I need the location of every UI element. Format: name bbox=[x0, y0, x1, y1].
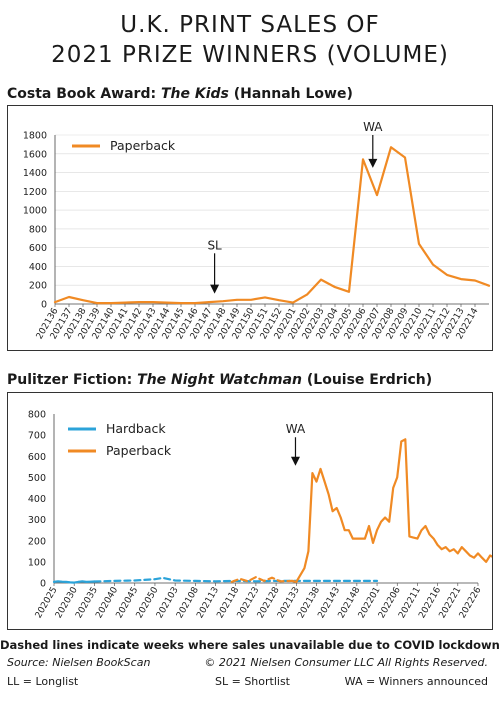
chart1-legend-label-paperback: Paperback bbox=[110, 138, 176, 153]
chart2-y-tick-label: 400 bbox=[28, 494, 46, 505]
chart1-y-tick-label: 1600 bbox=[23, 149, 47, 160]
chart1-y-tick-label: 200 bbox=[29, 281, 47, 292]
panel2-plot: 0100200300400500600700800202025202030202… bbox=[28, 410, 492, 620]
covid-note: Dashed lines indicate weeks where sales … bbox=[0, 638, 500, 652]
chart1-y-tick-label: 1400 bbox=[23, 168, 47, 179]
key-shortlist: SL = Shortlist bbox=[215, 675, 290, 688]
chart2-y-tick-label: 200 bbox=[28, 536, 46, 547]
chart2-y-tick-label: 100 bbox=[28, 557, 46, 568]
panel1-heading-prefix: Costa Book Award: bbox=[7, 86, 161, 102]
key-winners: WA = Winners announced bbox=[344, 675, 488, 688]
panel2-chart: 0 100 200 300 400 500 600 700 800 202025 202030 202… bbox=[7, 392, 493, 630]
panel1-plot: 0200400600800100012001400160018002021362… bbox=[23, 120, 491, 341]
chart2-y-tick-label: 300 bbox=[28, 515, 46, 526]
title-line-1: U.K. PRINT SALES OF bbox=[120, 12, 380, 38]
chart1-annotation-arrow-head bbox=[210, 284, 220, 294]
chart2-annotation-arrow-head bbox=[290, 456, 300, 466]
chart1-annotation-sl: SL bbox=[207, 238, 222, 252]
chart1-y-tick-label: 0 bbox=[41, 300, 47, 311]
chart2-y-tick-label: 500 bbox=[28, 473, 46, 484]
panel2-heading: Pulitzer Fiction: The Night Watchman (Lo… bbox=[7, 372, 432, 388]
chart2-series-line-paperback-covid-lockdown bbox=[230, 576, 294, 583]
panel1-book-title: The Kids bbox=[160, 86, 229, 102]
chart1-y-tick-label: 1800 bbox=[23, 131, 47, 142]
source-note: Source: Nielsen BookScan bbox=[7, 656, 151, 669]
chart-title: U.K. PRINT SALES OF 2021 PRIZE WINNERS (… bbox=[0, 10, 500, 70]
chart2-y-tick-label: 600 bbox=[28, 452, 46, 463]
panel2-heading-prefix: Pulitzer Fiction: bbox=[7, 372, 138, 388]
title-line-2: 2021 PRIZE WINNERS (VOLUME) bbox=[51, 42, 449, 68]
chart2-annotation-wa: WA bbox=[286, 422, 306, 436]
panel1-chart: 0 200 400 600 800 1000 1200 1400 1600 1800 202136 2… bbox=[7, 105, 493, 351]
copyright-note: © 2021 Nielsen Consumer LLC All Rights R… bbox=[204, 656, 488, 669]
chart1-y-tick-label: 400 bbox=[29, 262, 47, 273]
chart1-y-tick-label: 800 bbox=[29, 224, 47, 235]
panel2-book-title: The Night Watchman bbox=[137, 372, 303, 388]
chart1-y-tick-label: 600 bbox=[29, 243, 47, 254]
key-longlist: LL = Longlist bbox=[7, 675, 79, 688]
chart2-series-line-paperback bbox=[291, 438, 492, 583]
chart1-series-line-paperback bbox=[53, 146, 491, 305]
chart1-y-tick-label: 1000 bbox=[23, 206, 47, 217]
chart1-annotation-wa: WA bbox=[363, 120, 383, 134]
panel1-heading: Costa Book Award: The Kids (Hannah Lowe) bbox=[7, 86, 353, 102]
chart1-y-tick-label: 1200 bbox=[23, 187, 47, 198]
chart2-legend-label-paperback: Paperback bbox=[106, 443, 172, 458]
chart1-annotation-arrow-head bbox=[368, 158, 378, 168]
chart2-legend-label-hardback: Hardback bbox=[106, 421, 166, 436]
chart2-y-tick-label: 0 bbox=[40, 579, 46, 590]
panel1-heading-suffix: (Hannah Lowe) bbox=[228, 86, 353, 102]
chart2-series-line-hardback-covid-lockdown bbox=[93, 576, 379, 583]
chart2-y-tick-label: 700 bbox=[28, 431, 46, 442]
panel2-heading-suffix: (Louise Erdrich) bbox=[302, 372, 433, 388]
chart2-y-tick-label: 800 bbox=[28, 410, 46, 421]
chart2-series-line-hardback bbox=[52, 580, 96, 584]
